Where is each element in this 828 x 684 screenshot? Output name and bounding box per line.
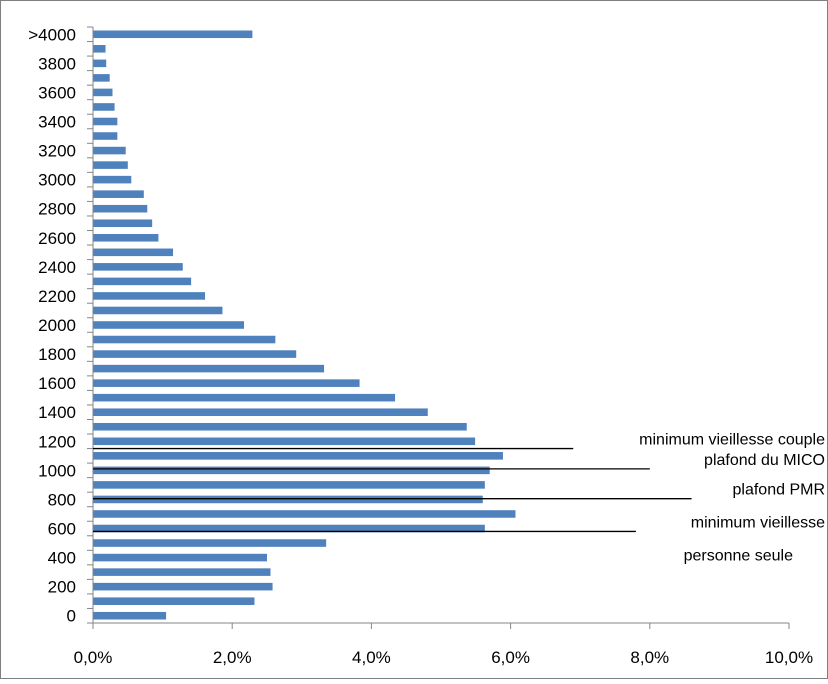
bar-1300 xyxy=(93,422,467,431)
bar-1200 xyxy=(93,437,476,446)
x-tick-label: 8,0% xyxy=(630,648,669,667)
bar-1700 xyxy=(93,364,325,373)
y-tick-label: 3600 xyxy=(38,83,76,102)
bar-2600 xyxy=(93,234,159,242)
x-tick-label: 4,0% xyxy=(352,648,391,667)
bar-400 xyxy=(93,553,267,562)
bar-2500 xyxy=(93,248,174,257)
y-tick-label: 400 xyxy=(48,549,76,568)
bar-2400 xyxy=(93,263,183,271)
y-tick-label: 200 xyxy=(48,578,76,597)
y-tick-label: 2000 xyxy=(38,316,76,335)
axes-layer: 0 200 400 600 800 1000 1200 1400 1600 1800 2000 220… xyxy=(28,25,813,667)
y-tick-label: 3000 xyxy=(38,171,76,190)
bar-2700 xyxy=(93,219,153,228)
y-tick-label: 600 xyxy=(48,520,76,539)
y-tick-label: 0 xyxy=(67,607,76,626)
bar-3300 xyxy=(93,132,118,140)
x-tick-label: 10,0% xyxy=(765,648,813,667)
bar-1600 xyxy=(93,379,360,387)
bar-3900 xyxy=(93,45,106,53)
bar-200 xyxy=(93,582,273,591)
bar-3400 xyxy=(93,117,118,126)
y-tick-label: 2200 xyxy=(38,287,76,306)
bar-100 xyxy=(93,597,255,605)
bar-3000 xyxy=(93,175,132,184)
y-tick-label: 3400 xyxy=(38,112,76,131)
y-tick-label: 2600 xyxy=(38,229,76,248)
bar->4000 xyxy=(93,30,253,39)
bar-2900 xyxy=(93,190,144,198)
bar-3500 xyxy=(93,103,115,111)
bar-900 xyxy=(93,481,485,489)
bar-600 xyxy=(93,524,485,533)
bar-1500 xyxy=(93,393,396,402)
y-tick-label: 1200 xyxy=(38,432,76,451)
bar-2200 xyxy=(93,292,206,300)
bar-2100 xyxy=(93,306,223,315)
bar-3600 xyxy=(93,88,113,97)
annotation-label-4: minimum vieillesse xyxy=(691,514,825,531)
bar-1900 xyxy=(93,335,276,344)
annotation-label-4-line2: personne seule xyxy=(684,547,794,564)
y-tick-label: 2400 xyxy=(38,258,76,277)
bar-3700 xyxy=(93,74,110,82)
x-tick-label: 2,0% xyxy=(213,648,252,667)
bar-1000 xyxy=(93,466,490,475)
annotation-label-3: plafond PMR xyxy=(733,482,826,499)
y-tick-label: 2800 xyxy=(38,200,76,219)
bar-2800 xyxy=(93,204,148,213)
x-tick-label: 6,0% xyxy=(491,648,530,667)
bar-1100 xyxy=(93,452,503,460)
bar-2300 xyxy=(93,277,192,286)
bar-1400 xyxy=(93,408,428,416)
x-tick-label: 0,0% xyxy=(74,648,113,667)
bar-3800 xyxy=(93,59,107,68)
bar-700 xyxy=(93,510,516,518)
y-tick-label: 800 xyxy=(48,490,76,509)
annotation-label-2: plafond du MICO xyxy=(704,452,825,469)
y-tick-label: 1400 xyxy=(38,403,76,422)
annotations-layer: minimum vieillesse couple plafond du MICO… xyxy=(93,432,826,564)
bar-1800 xyxy=(93,350,297,358)
bar-500 xyxy=(93,539,327,547)
y-tick-label: >4000 xyxy=(28,25,76,44)
bar-2000 xyxy=(93,321,245,329)
bars-layer xyxy=(93,30,516,620)
bar-3200 xyxy=(93,146,126,155)
y-tick-label: 1600 xyxy=(38,374,76,393)
bar-800 xyxy=(93,495,483,504)
y-tick-label: 3200 xyxy=(38,142,76,161)
bar-3100 xyxy=(93,161,128,169)
annotation-label-1: minimum vieillesse couple xyxy=(639,432,825,449)
bar-0 xyxy=(93,611,167,620)
bar-300 xyxy=(93,568,271,576)
y-tick-label: 1000 xyxy=(38,461,76,480)
y-tick-label: 3800 xyxy=(38,54,76,73)
y-tick-label: 1800 xyxy=(38,345,76,364)
